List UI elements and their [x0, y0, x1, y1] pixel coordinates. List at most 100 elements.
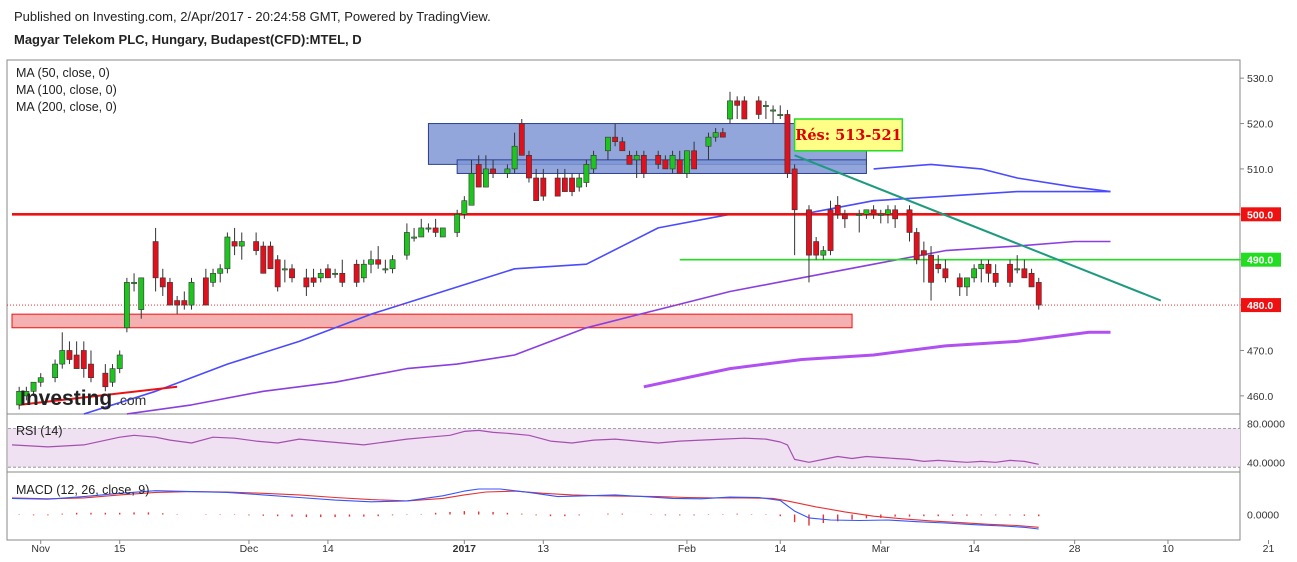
- x-tick-label: Dec: [240, 543, 259, 555]
- candle-down: [942, 268, 949, 279]
- candle-down: [626, 155, 633, 165]
- candle-down: [985, 263, 992, 274]
- candle-down: [755, 100, 762, 115]
- candle-up: [131, 282, 137, 284]
- investing-logo: Investing .com: [20, 387, 146, 410]
- candle-down: [691, 150, 697, 170]
- price-tag-label: 500.0: [1247, 209, 1273, 221]
- candle-up: [712, 132, 719, 138]
- candle-up: [210, 273, 216, 283]
- y-tick-label: 510.0: [1247, 164, 1273, 176]
- candle-down: [935, 263, 942, 270]
- ma100-line: [83, 190, 1111, 415]
- candle-down: [181, 300, 188, 306]
- candle-down: [540, 177, 547, 197]
- resistance-annotation-text: Rés: 513-521: [795, 127, 901, 144]
- candle-down: [928, 254, 934, 283]
- candle-down: [353, 263, 360, 283]
- drawn-lines-layer: [7, 154, 1240, 406]
- candle-down: [66, 350, 73, 360]
- candle-up: [762, 105, 769, 107]
- candle-up: [468, 173, 475, 206]
- candle-down: [375, 259, 382, 265]
- candle-up: [633, 155, 640, 161]
- x-tick-label: 14: [968, 543, 980, 555]
- candle-down: [73, 354, 80, 369]
- zones-layer: [11, 123, 867, 329]
- candles-layer: [16, 91, 1042, 410]
- candle-down: [791, 168, 798, 211]
- candle-up: [411, 236, 417, 239]
- candle-down: [526, 155, 532, 179]
- candle-up: [590, 155, 597, 170]
- candle-down: [152, 241, 159, 279]
- rsi-line: [11, 429, 1039, 465]
- rsi-layer: 80.0000 40.0000: [8, 419, 1285, 469]
- annotation-layer: Rés: 513-521: [793, 118, 904, 152]
- candle-up: [116, 354, 123, 369]
- candle-down: [88, 363, 94, 378]
- candle-down: [267, 245, 274, 270]
- candle-up: [59, 350, 66, 365]
- candle-down: [174, 300, 181, 306]
- x-tick-label: Nov: [31, 543, 50, 555]
- candle-up: [188, 282, 195, 306]
- candle-up: [684, 150, 690, 174]
- ma200-lower-line: [643, 330, 1111, 389]
- logo-brand: Investing: [20, 387, 112, 410]
- x-tick-label: Feb: [678, 543, 696, 555]
- ma200-line: [126, 240, 1111, 415]
- candle-up: [770, 109, 776, 112]
- rsi-label: RSI (14): [16, 424, 63, 438]
- candle-down: [303, 277, 310, 288]
- legend-ma50: MA (50, close, 0): [16, 66, 110, 80]
- candle-up: [482, 168, 489, 188]
- candle-down: [432, 227, 439, 233]
- candle-up: [777, 114, 784, 116]
- logo-suffix: .com: [116, 392, 146, 408]
- candle-down: [102, 372, 109, 388]
- candle-up: [511, 145, 518, 170]
- x-tick-label: 14: [322, 543, 334, 555]
- candle-up: [16, 391, 23, 406]
- candle-down: [231, 241, 238, 247]
- y-axis-layer: 460.0 470.0 480.0 490.0 500.0 510.0 520.0 530.0…: [1240, 73, 1281, 403]
- candle-down: [202, 277, 209, 306]
- candle-up: [382, 268, 389, 271]
- candle-up: [37, 377, 44, 383]
- candle-down: [841, 214, 848, 220]
- rsi-tick-label: 40.0000: [1247, 457, 1285, 469]
- candle-down: [260, 245, 267, 274]
- candle-down: [518, 123, 525, 156]
- candle-up: [605, 136, 611, 152]
- x-tick-label: 13: [537, 543, 549, 555]
- candle-down: [640, 155, 647, 174]
- candle-down: [533, 177, 540, 201]
- rsi-tick-label: 80.0000: [1247, 419, 1285, 431]
- candle-down: [80, 350, 87, 369]
- candle-up: [123, 282, 130, 329]
- candle-up: [389, 259, 396, 270]
- candle-down: [619, 141, 626, 152]
- x-tick-label: 2017: [453, 543, 477, 555]
- x-axis-layer: Nov 15 Dec 14 2017 13 Feb 14 Mar 14 28 10 21: [31, 540, 1274, 555]
- price-tag-480: [1241, 298, 1281, 313]
- candle-down: [676, 159, 683, 174]
- macd-label: MACD (12, 26, close, 9): [16, 483, 149, 497]
- y-tick-label: 530.0: [1247, 73, 1273, 85]
- candle-up: [425, 227, 432, 230]
- candle-up: [138, 277, 145, 310]
- candle-down: [892, 209, 899, 220]
- candle-down: [1028, 273, 1035, 288]
- candle-down: [475, 164, 482, 188]
- legend-ma200: MA (200, close, 0): [16, 100, 117, 114]
- x-tick-label: 15: [114, 543, 126, 555]
- macd-panel-frame: [6, 471, 1241, 541]
- x-tick-label: 10: [1162, 543, 1174, 555]
- resistance-annotation-box: [793, 118, 904, 152]
- chart-title: Magyar Telekom PLC, Hungary, Budapest(CF…: [14, 32, 362, 47]
- candle-down: [289, 268, 295, 279]
- candle-up: [217, 268, 224, 274]
- candle-down: [734, 100, 741, 106]
